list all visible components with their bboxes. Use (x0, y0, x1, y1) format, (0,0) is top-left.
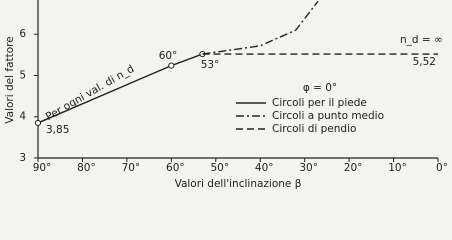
y-axis-label: Valori del fattore (4, 36, 16, 123)
annotation: 53° (201, 59, 220, 71)
annotation: n_d = ∞ (400, 34, 443, 46)
annotation: φ = 0° (303, 82, 337, 94)
x-tick-label: 30° (299, 162, 318, 174)
x-tick-label: 60° (166, 162, 185, 174)
annotation: 5,52 (413, 56, 436, 68)
point (168, 62, 175, 69)
legend-label: Circoli per il piede (272, 97, 367, 109)
x-tick-label: 80° (77, 162, 96, 174)
x-tick-label: 20° (344, 162, 363, 174)
annotation: 60° (159, 50, 178, 62)
y-tick-label: 4 (19, 111, 26, 123)
x-tick-label: 70° (122, 162, 141, 174)
point (34, 119, 42, 127)
y-tick-label: 6 (19, 28, 26, 40)
y-tick-label: 3 (19, 152, 26, 164)
x-tick-label: 90° (33, 162, 52, 174)
x-axis-label: Valori dell'inclinazione β (175, 178, 302, 190)
series-line (202, 0, 319, 55)
x-tick-label: 0° (436, 162, 448, 174)
legend-label: Circoli di pendio (272, 123, 356, 135)
y-tick-label: 5 (19, 69, 26, 81)
chart: Valori del fattore Valori dell'inclinazi… (4, 0, 448, 190)
x-tick-label: 10° (388, 162, 407, 174)
annotation: Per ogni val. di n_d (44, 63, 136, 123)
x-tick-label: 40° (255, 162, 274, 174)
page: {"chart_data": {"type": "line", "y_label… (4, 0, 448, 190)
annotation: 3,85 (46, 124, 69, 136)
legend-label: Circoli a punto medio (272, 110, 384, 122)
x-tick-label: 50° (210, 162, 229, 174)
